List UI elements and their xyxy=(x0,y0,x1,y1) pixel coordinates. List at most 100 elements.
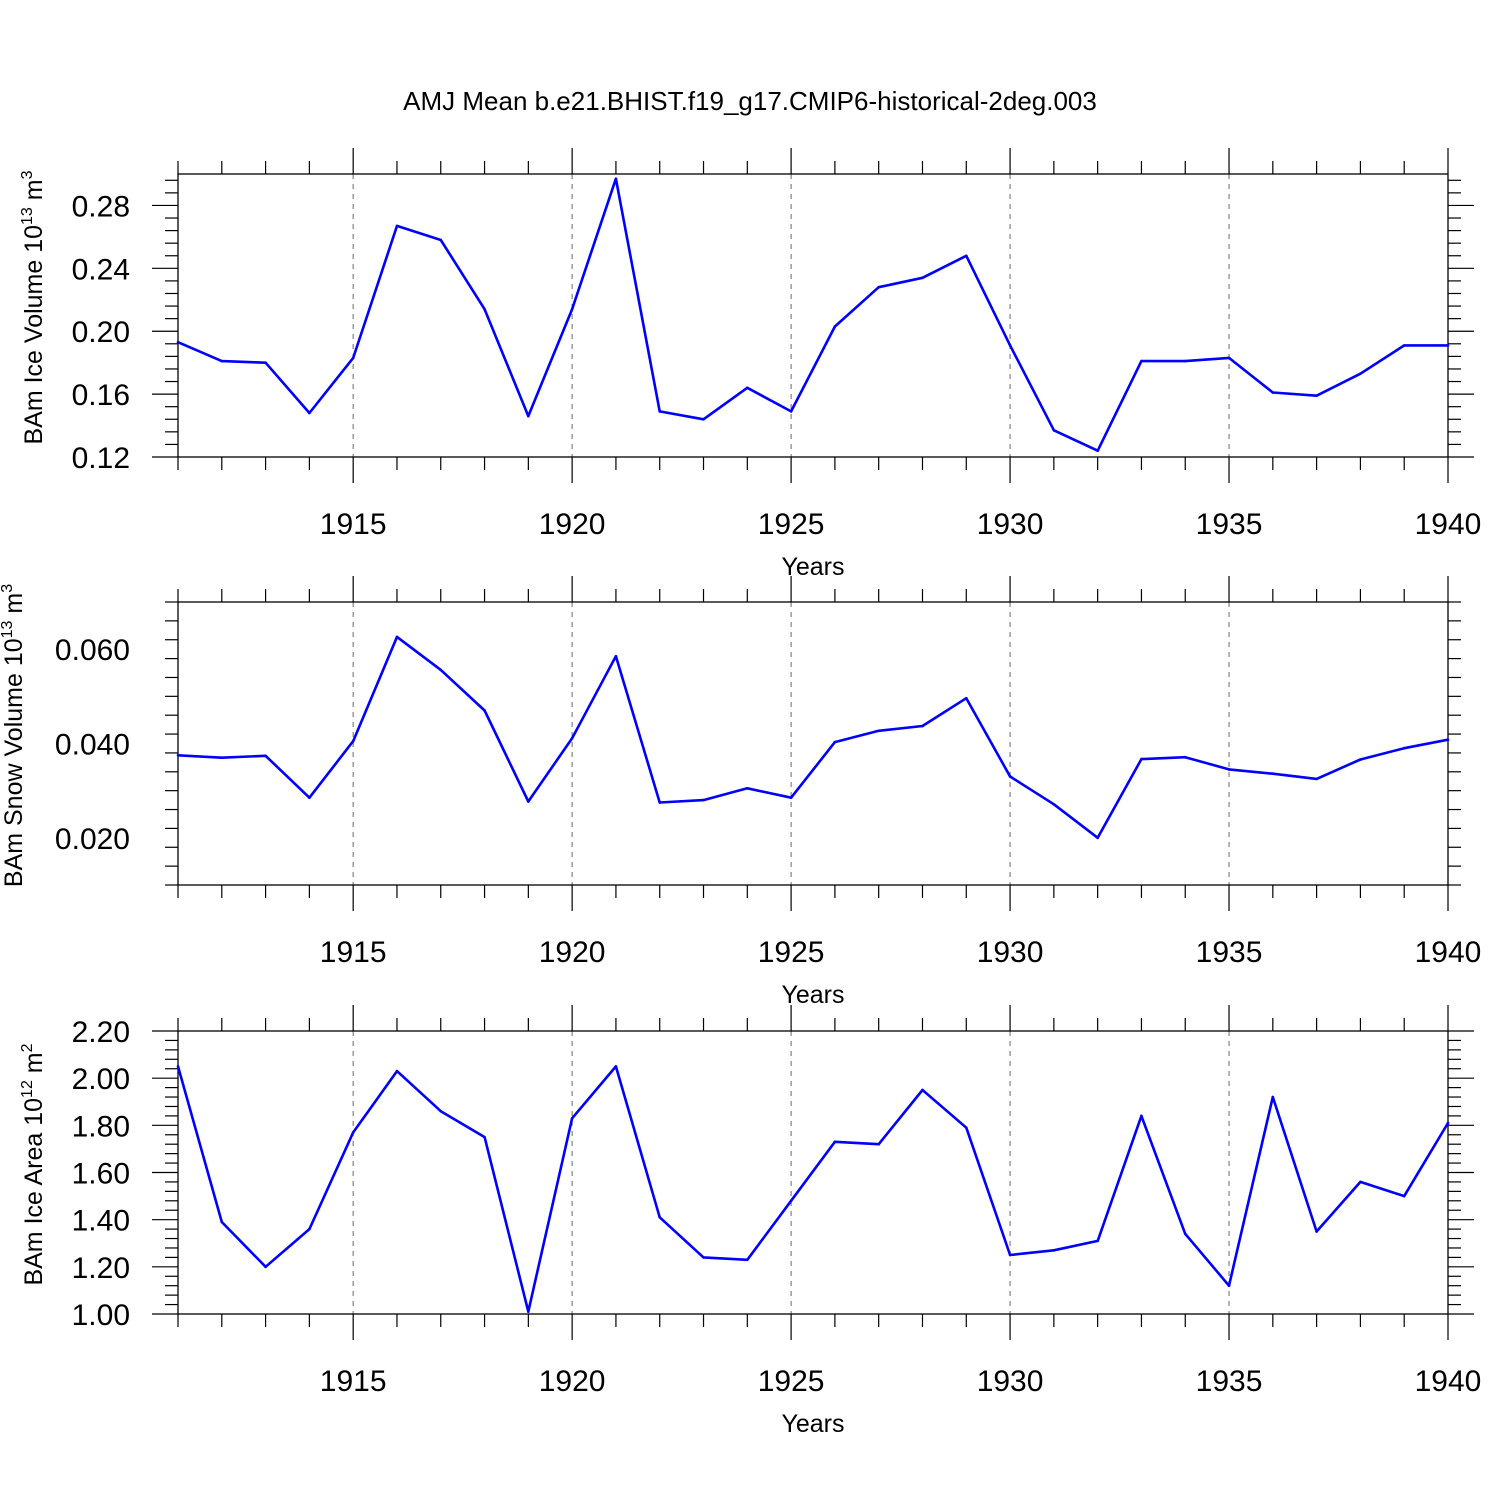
data-point xyxy=(658,410,662,413)
x-tick-label: 1930 xyxy=(977,936,1044,969)
y-tick-label: 1.20 xyxy=(72,1252,130,1285)
data-point xyxy=(614,1065,618,1068)
data-point xyxy=(746,1258,749,1262)
data-point xyxy=(1008,775,1012,778)
data-point xyxy=(176,340,180,344)
data-point xyxy=(1271,391,1275,394)
y-axis-label-part: BAm Snow Volume 10 xyxy=(0,638,28,887)
data-point xyxy=(921,1088,924,1092)
data-point xyxy=(746,386,749,390)
x-tick-label: 1920 xyxy=(539,1365,606,1398)
data-point xyxy=(1096,449,1099,453)
data-point xyxy=(308,796,311,800)
data-point xyxy=(1096,1239,1099,1243)
data-point xyxy=(921,724,924,728)
series-line xyxy=(176,1065,1450,1313)
data-point xyxy=(614,654,618,658)
x-tick-label: 1925 xyxy=(758,1365,825,1398)
data-point xyxy=(833,325,837,328)
data-point xyxy=(1359,758,1362,761)
y-axis-label-superscript: 12 xyxy=(19,1080,36,1098)
x-tick-label: 1935 xyxy=(1196,1365,1263,1398)
y-axis-label-part: m xyxy=(20,179,48,207)
data-point xyxy=(1402,746,1406,750)
panel-1: 1915 1920 1925 1930 1935 1940 0.12 0.16 0.20 0.24… xyxy=(19,148,1481,581)
x-tick-label: 1915 xyxy=(320,508,387,541)
data-point xyxy=(1183,1232,1187,1236)
data-point xyxy=(789,1199,793,1203)
data-point xyxy=(1008,344,1012,347)
data-point xyxy=(833,740,837,744)
y-tick-label: 2.20 xyxy=(72,1016,130,1049)
data-point xyxy=(964,1126,968,1129)
data-point xyxy=(1227,768,1231,771)
data-point xyxy=(658,801,662,804)
x-tick-label: 1940 xyxy=(1415,1365,1482,1398)
data-point xyxy=(439,668,443,672)
data-point xyxy=(1052,428,1056,432)
data-point xyxy=(570,737,574,740)
y-tick-label: 2.00 xyxy=(72,1063,130,1096)
data-point xyxy=(964,254,968,258)
data-point xyxy=(746,787,749,790)
data-point xyxy=(1402,1194,1406,1198)
data-point xyxy=(877,729,880,733)
data-point xyxy=(220,756,224,759)
x-axis-label: Years xyxy=(781,981,844,1009)
data-point xyxy=(176,753,180,757)
data-point xyxy=(1446,738,1450,742)
data-point xyxy=(439,238,443,242)
x-axis-label: Years xyxy=(781,553,844,581)
y-axis-label-superscript: 13 xyxy=(19,207,36,225)
x-tick-label: 1915 xyxy=(320,1365,387,1398)
data-point xyxy=(1315,777,1318,781)
x-tick-label: 1940 xyxy=(1415,936,1482,969)
y-tick-label: 0.24 xyxy=(72,253,130,286)
data-point xyxy=(1183,755,1187,759)
y-tick-label: 1.40 xyxy=(72,1205,130,1238)
y-tick-label: 0.20 xyxy=(72,316,130,349)
data-point xyxy=(351,739,355,743)
data-point xyxy=(1227,1284,1231,1287)
data-point xyxy=(395,224,399,228)
data-point xyxy=(527,414,530,418)
y-tick-label: 1.60 xyxy=(72,1158,130,1191)
data-point xyxy=(176,1065,180,1068)
data-point xyxy=(1052,1249,1056,1252)
data-point xyxy=(264,754,267,758)
x-tick-label: 1920 xyxy=(539,508,606,541)
data-point xyxy=(395,635,399,639)
x-tick-label: 1925 xyxy=(758,508,825,541)
y-tick-label: 0.16 xyxy=(72,379,130,412)
data-point xyxy=(877,285,880,289)
x-tick-label: 1925 xyxy=(758,936,825,969)
data-point xyxy=(1446,344,1450,347)
data-point xyxy=(527,800,530,803)
data-point xyxy=(1359,372,1362,375)
chart-title: AMJ Mean b.e21.BHIST.f19_g17.CMIP6-histo… xyxy=(403,86,1097,116)
data-point xyxy=(1008,1253,1012,1257)
data-point xyxy=(1315,1230,1318,1233)
data-point xyxy=(1315,394,1318,397)
y-tick-label: 0.12 xyxy=(72,442,130,475)
data-point xyxy=(483,1135,486,1139)
data-point xyxy=(702,798,705,802)
data-point xyxy=(702,1256,705,1259)
x-tick-label: 1935 xyxy=(1196,508,1263,541)
x-tick-label: 1935 xyxy=(1196,936,1263,969)
data-point xyxy=(1140,1114,1143,1118)
data-point xyxy=(1140,757,1143,761)
x-tick-label: 1920 xyxy=(539,936,606,969)
y-axis-label: BAm Snow Volume 1013 m3 xyxy=(0,584,28,887)
data-point xyxy=(1271,772,1275,775)
data-point xyxy=(921,276,924,280)
plot-frame xyxy=(177,173,1449,458)
data-point xyxy=(702,417,705,421)
y-axis-label: BAm Ice Area 1012 m2 xyxy=(19,1043,48,1285)
y-tick-label: 1.80 xyxy=(72,1110,130,1143)
data-point xyxy=(833,1140,837,1144)
data-point xyxy=(1140,359,1143,363)
data-point xyxy=(1096,836,1099,840)
data-point xyxy=(964,696,968,700)
data-point xyxy=(877,1142,880,1146)
